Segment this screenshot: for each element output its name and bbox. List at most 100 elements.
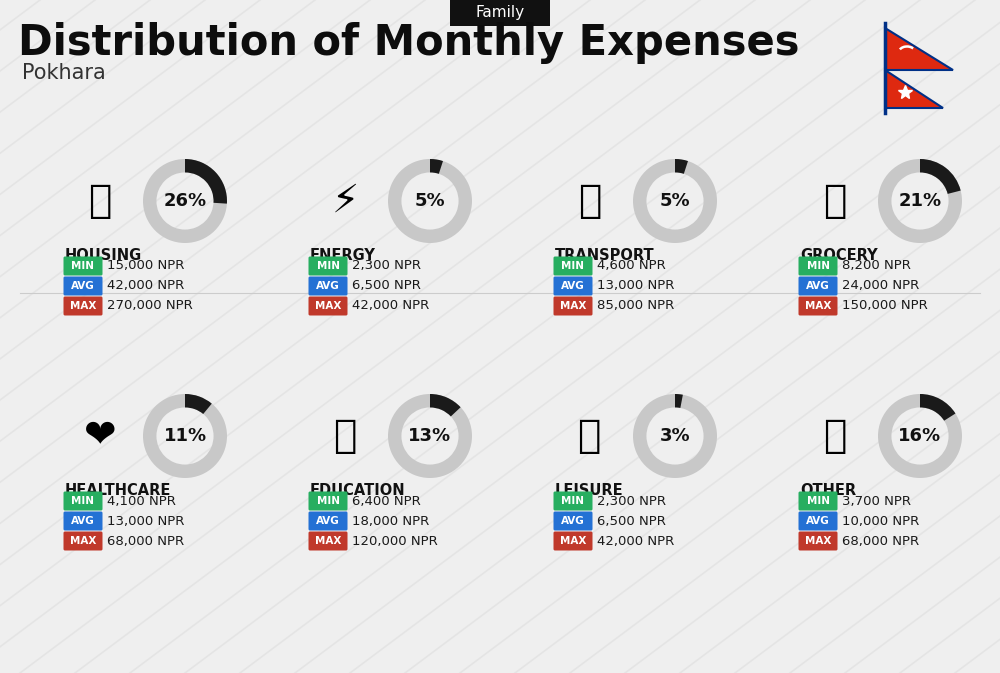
Text: 13,000 NPR: 13,000 NPR: [107, 514, 184, 528]
Text: MIN: MIN: [562, 261, 584, 271]
Wedge shape: [675, 159, 688, 174]
FancyBboxPatch shape: [450, 0, 550, 26]
Text: 150,000 NPR: 150,000 NPR: [842, 299, 928, 312]
Text: 18,000 NPR: 18,000 NPR: [352, 514, 429, 528]
Wedge shape: [388, 394, 472, 478]
FancyBboxPatch shape: [798, 532, 838, 551]
FancyBboxPatch shape: [308, 297, 348, 316]
Text: MAX: MAX: [70, 536, 96, 546]
Text: AVG: AVG: [561, 516, 585, 526]
Text: 11%: 11%: [163, 427, 207, 445]
Text: 3%: 3%: [660, 427, 690, 445]
Text: LEISURE: LEISURE: [555, 483, 624, 498]
Text: MAX: MAX: [70, 301, 96, 311]
Wedge shape: [920, 159, 961, 194]
FancyBboxPatch shape: [798, 256, 838, 275]
FancyBboxPatch shape: [554, 532, 592, 551]
Text: 21%: 21%: [898, 192, 942, 210]
Text: 🛒: 🛒: [823, 182, 847, 220]
Text: MIN: MIN: [316, 261, 340, 271]
Text: 3,700 NPR: 3,700 NPR: [842, 495, 911, 507]
Text: AVG: AVG: [316, 281, 340, 291]
Text: 15,000 NPR: 15,000 NPR: [107, 260, 184, 273]
FancyBboxPatch shape: [798, 297, 838, 316]
Wedge shape: [143, 159, 227, 243]
Text: 5%: 5%: [415, 192, 445, 210]
Text: 🚌: 🚌: [578, 182, 602, 220]
Text: EDUCATION: EDUCATION: [310, 483, 406, 498]
FancyBboxPatch shape: [64, 297, 103, 316]
FancyBboxPatch shape: [308, 277, 348, 295]
Text: 6,400 NPR: 6,400 NPR: [352, 495, 421, 507]
Text: 10,000 NPR: 10,000 NPR: [842, 514, 919, 528]
Text: 🏢: 🏢: [88, 182, 112, 220]
Text: 6,500 NPR: 6,500 NPR: [597, 514, 666, 528]
Text: 🛍️: 🛍️: [578, 417, 602, 455]
Text: MIN: MIN: [562, 496, 584, 506]
Text: AVG: AVG: [71, 516, 95, 526]
Text: 42,000 NPR: 42,000 NPR: [597, 534, 674, 548]
Polygon shape: [885, 70, 943, 108]
FancyBboxPatch shape: [308, 511, 348, 530]
FancyBboxPatch shape: [64, 277, 103, 295]
Wedge shape: [878, 159, 962, 243]
Wedge shape: [430, 159, 443, 174]
FancyBboxPatch shape: [64, 511, 103, 530]
FancyBboxPatch shape: [308, 256, 348, 275]
Text: MIN: MIN: [806, 496, 830, 506]
Text: 42,000 NPR: 42,000 NPR: [352, 299, 429, 312]
FancyBboxPatch shape: [798, 511, 838, 530]
Text: AVG: AVG: [806, 281, 830, 291]
Wedge shape: [185, 159, 227, 204]
FancyBboxPatch shape: [64, 491, 103, 511]
Text: 120,000 NPR: 120,000 NPR: [352, 534, 438, 548]
Text: 13%: 13%: [408, 427, 452, 445]
Text: 5%: 5%: [660, 192, 690, 210]
FancyBboxPatch shape: [554, 511, 592, 530]
Text: MAX: MAX: [315, 536, 341, 546]
Text: 4,600 NPR: 4,600 NPR: [597, 260, 666, 273]
Text: 2,300 NPR: 2,300 NPR: [352, 260, 421, 273]
Text: OTHER: OTHER: [800, 483, 856, 498]
FancyBboxPatch shape: [798, 277, 838, 295]
Text: 8,200 NPR: 8,200 NPR: [842, 260, 911, 273]
Text: AVG: AVG: [316, 516, 340, 526]
FancyBboxPatch shape: [64, 532, 103, 551]
Text: ENERGY: ENERGY: [310, 248, 376, 263]
FancyBboxPatch shape: [554, 297, 592, 316]
Wedge shape: [430, 394, 461, 417]
FancyBboxPatch shape: [554, 491, 592, 511]
Text: 4,100 NPR: 4,100 NPR: [107, 495, 176, 507]
Text: HEALTHCARE: HEALTHCARE: [65, 483, 171, 498]
Text: 24,000 NPR: 24,000 NPR: [842, 279, 919, 293]
Text: GROCERY: GROCERY: [800, 248, 878, 263]
FancyBboxPatch shape: [554, 256, 592, 275]
Wedge shape: [143, 394, 227, 478]
Text: MAX: MAX: [560, 536, 586, 546]
Text: AVG: AVG: [71, 281, 95, 291]
Wedge shape: [633, 159, 717, 243]
FancyBboxPatch shape: [798, 491, 838, 511]
Text: 13,000 NPR: 13,000 NPR: [597, 279, 674, 293]
Wedge shape: [185, 394, 212, 414]
Text: MIN: MIN: [72, 261, 94, 271]
Text: MIN: MIN: [806, 261, 830, 271]
Text: MIN: MIN: [72, 496, 94, 506]
Text: 42,000 NPR: 42,000 NPR: [107, 279, 184, 293]
Text: MAX: MAX: [805, 536, 831, 546]
Text: TRANSPORT: TRANSPORT: [555, 248, 655, 263]
FancyBboxPatch shape: [308, 532, 348, 551]
Text: MAX: MAX: [315, 301, 341, 311]
Text: Distribution of Monthly Expenses: Distribution of Monthly Expenses: [18, 22, 800, 64]
Text: 16%: 16%: [898, 427, 942, 445]
Text: Pokhara: Pokhara: [22, 63, 106, 83]
Text: 🎓: 🎓: [333, 417, 357, 455]
Text: 270,000 NPR: 270,000 NPR: [107, 299, 193, 312]
Text: ⚡: ⚡: [331, 182, 359, 220]
FancyBboxPatch shape: [554, 277, 592, 295]
Wedge shape: [633, 394, 717, 478]
Text: 85,000 NPR: 85,000 NPR: [597, 299, 674, 312]
Text: 6,500 NPR: 6,500 NPR: [352, 279, 421, 293]
Wedge shape: [675, 394, 683, 408]
Text: HOUSING: HOUSING: [65, 248, 142, 263]
